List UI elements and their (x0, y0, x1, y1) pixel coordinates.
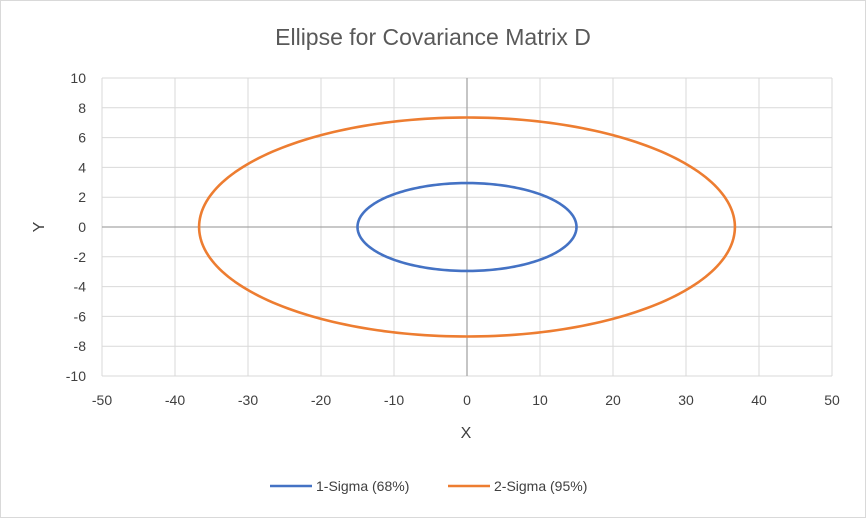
y-tick-label: 0 (78, 219, 86, 235)
y-tick-label: 10 (70, 70, 86, 86)
series-group (197, 116, 737, 338)
x-tick-label: -30 (238, 392, 258, 408)
x-axis-label: X (461, 425, 472, 442)
y-tick-label: -8 (74, 338, 87, 354)
series-2-ellipse (197, 116, 737, 338)
y-tick-label: 2 (78, 189, 86, 205)
x-tick-label: 20 (605, 392, 621, 408)
x-tick-label: 30 (678, 392, 694, 408)
y-tick-label: -2 (74, 249, 87, 265)
x-tick-label: -50 (92, 392, 112, 408)
series-1-ellipse (356, 181, 578, 273)
chart-title: Ellipse for Covariance Matrix D (275, 24, 591, 50)
y-tick-label: -6 (74, 308, 87, 324)
x-tick-labels: -50 -40 -30 -20 -10 0 10 20 30 40 50 (92, 392, 840, 408)
legend-label-1: 1-Sigma (68%) (316, 478, 409, 494)
y-tick-label: -4 (74, 279, 87, 295)
x-tick-label: 50 (824, 392, 840, 408)
y-axis-label: Y (31, 221, 48, 232)
x-tick-label: -20 (311, 392, 331, 408)
y-tick-label: 4 (78, 159, 86, 175)
x-tick-label: 10 (532, 392, 548, 408)
y-tick-label: 6 (78, 130, 86, 146)
x-tick-label: -40 (165, 392, 185, 408)
x-tick-label: 0 (463, 392, 471, 408)
x-tick-label: 40 (751, 392, 767, 408)
y-tick-label: 8 (78, 100, 86, 116)
legend: 1-Sigma (68%) 2-Sigma (95%) (270, 478, 587, 494)
x-tick-label: -10 (384, 392, 404, 408)
axes (102, 78, 832, 376)
legend-label-2: 2-Sigma (95%) (494, 478, 587, 494)
y-tick-labels: -10 -8 -6 -4 -2 0 2 4 6 8 10 (66, 70, 86, 384)
y-tick-label: -10 (66, 368, 86, 384)
